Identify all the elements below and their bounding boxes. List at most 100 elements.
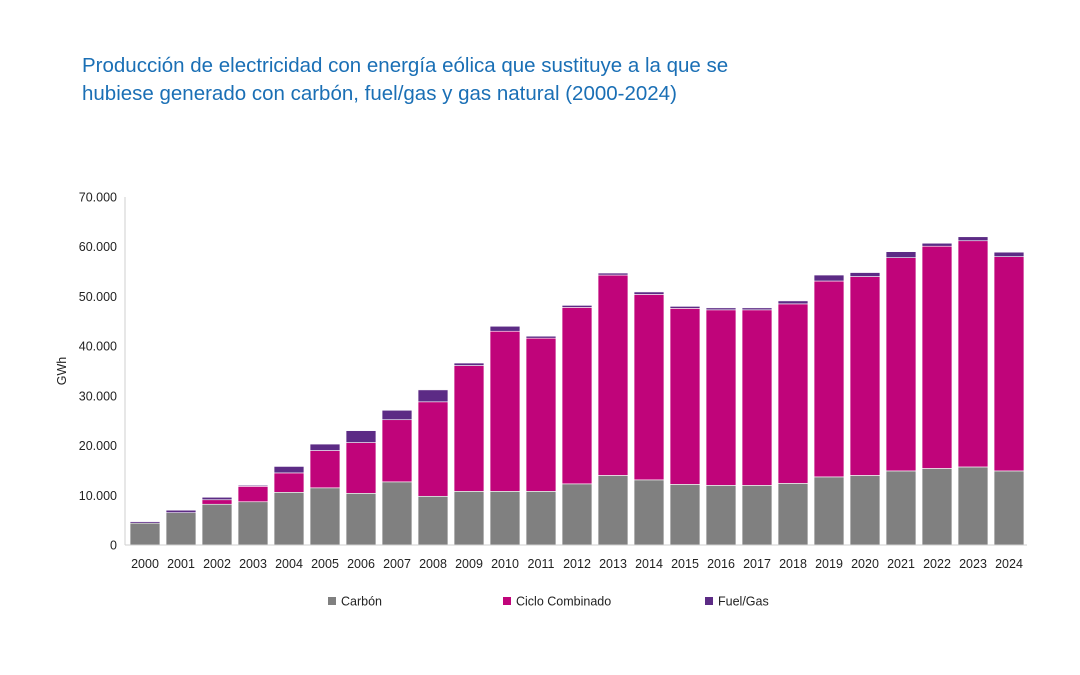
x-tick-label: 2012: [563, 557, 591, 571]
x-tick-label: 2019: [815, 557, 843, 571]
bar-2021-fuel-gas: [885, 251, 917, 258]
bar-2011-carb-n: [525, 491, 557, 546]
bar-2024-fuel-gas: [993, 251, 1025, 257]
y-tick-label: 10.000: [79, 489, 117, 503]
x-tick-label: 2009: [455, 557, 483, 571]
x-tick-label: 2005: [311, 557, 339, 571]
x-tick-label: 2003: [239, 557, 267, 571]
bar-2023-ciclo-combinado: [957, 240, 989, 468]
bar-2016-carb-n: [705, 485, 737, 546]
bar-2020-fuel-gas: [849, 272, 881, 277]
bar-2018-ciclo-combinado: [777, 303, 809, 484]
x-tick-label: 2011: [528, 557, 555, 571]
bar-2004-ciclo-combinado: [273, 472, 305, 493]
bar-2004-carb-n: [273, 491, 305, 546]
x-tick-label: 2023: [959, 557, 987, 571]
legend-label-fuel-gas: Fuel/Gas: [718, 595, 769, 609]
bar-2013-carb-n: [597, 475, 629, 546]
bar-2014-fuel-gas: [633, 291, 665, 295]
x-tick-label: 2007: [383, 557, 411, 571]
bar-2014-carb-n: [633, 479, 665, 546]
bar-2019-fuel-gas: [813, 274, 845, 282]
bar-2007-carb-n: [381, 481, 413, 546]
bar-2012-ciclo-combinado: [561, 307, 593, 485]
x-tick-label: 2013: [599, 557, 627, 571]
chart-title-line-1: Producción de electricidad con energía e…: [82, 54, 729, 77]
legend-label-carb-n: Carbón: [341, 595, 382, 609]
bar-2019-ciclo-combinado: [813, 280, 845, 478]
bar-2022-ciclo-combinado: [921, 245, 953, 469]
legend-swatch-ciclo-combinado: [503, 597, 511, 605]
legend: Carbón Ciclo Combinado Fuel/Gas: [328, 595, 769, 609]
bar-2002-fuel-gas: [201, 496, 233, 501]
bar-2016-fuel-gas: [705, 307, 737, 311]
x-tick-label: 2004: [275, 557, 303, 571]
bar-2000-fuel-gas: [129, 521, 161, 524]
bar-2005-fuel-gas: [309, 443, 341, 451]
bar-2002-carb-n: [201, 503, 233, 546]
bar-2015-carb-n: [669, 484, 701, 546]
bar-2013-ciclo-combinado: [597, 274, 629, 476]
bar-2010-fuel-gas: [489, 325, 521, 332]
bar-2018-carb-n: [777, 483, 809, 546]
x-tick-label: 2016: [707, 557, 735, 571]
bar-2005-carb-n: [309, 487, 341, 546]
y-tick-label: 40.000: [79, 340, 117, 354]
y-axis-label: GWh: [55, 357, 69, 386]
bar-2018-fuel-gas: [777, 300, 809, 305]
x-tick-label: 2000: [131, 557, 159, 571]
bar-2006-fuel-gas: [345, 430, 377, 443]
y-tick-label: 20.000: [79, 439, 117, 453]
bar-2011-fuel-gas: [525, 335, 557, 339]
bar-2009-carb-n: [453, 491, 485, 546]
bar-2007-ciclo-combinado: [381, 419, 413, 483]
bar-2017-ciclo-combinado: [741, 309, 773, 486]
bar-2022-carb-n: [921, 468, 953, 546]
bar-2005-ciclo-combinado: [309, 450, 341, 489]
bar-2006-ciclo-combinado: [345, 442, 377, 494]
bar-2008-carb-n: [417, 495, 449, 546]
bar-2003-carb-n: [237, 501, 269, 546]
bar-2021-ciclo-combinado: [885, 257, 917, 472]
x-tick-label: 2002: [203, 557, 231, 571]
bar-2011-ciclo-combinado: [525, 337, 557, 492]
x-tick-label: 2001: [167, 557, 195, 571]
y-tick-label: 70.000: [79, 191, 117, 205]
bar-2003-fuel-gas: [237, 485, 269, 487]
y-tick-label: 30.000: [79, 389, 117, 403]
bar-2001-fuel-gas: [165, 509, 197, 513]
x-tick-label: 2022: [923, 557, 951, 571]
bar-2014-ciclo-combinado: [633, 294, 665, 481]
bar-2020-carb-n: [849, 475, 881, 546]
y-axis-ticks: 0 10.000 20.000 30.000 40.000 50.000 60.000 70.…: [79, 191, 117, 553]
bar-2000-carb-n: [129, 522, 161, 546]
chart-title: Producción de electricidad con energía e…: [82, 52, 842, 108]
bar-2023-carb-n: [957, 466, 989, 546]
x-tick-label: 2015: [671, 557, 699, 571]
bar-2016-ciclo-combinado: [705, 309, 737, 486]
bar-2024-ciclo-combinado: [993, 256, 1025, 472]
bar-2015-fuel-gas: [669, 306, 701, 309]
bar-2023-fuel-gas: [957, 236, 989, 242]
bars-layer: [129, 236, 1025, 546]
bar-2013-fuel-gas: [597, 272, 629, 276]
bar-2001-carb-n: [165, 512, 197, 546]
bar-2022-fuel-gas: [921, 242, 953, 247]
x-tick-label: 2024: [995, 557, 1023, 571]
y-tick-label: 50.000: [79, 290, 117, 304]
legend-label-ciclo-combinado: Ciclo Combinado: [516, 595, 611, 609]
bar-2019-carb-n: [813, 476, 845, 546]
bar-2017-fuel-gas: [741, 307, 773, 311]
x-tick-label: 2020: [851, 557, 879, 571]
bar-2008-ciclo-combinado: [417, 401, 449, 497]
bar-2024-carb-n: [993, 470, 1025, 546]
bar-2020-ciclo-combinado: [849, 276, 881, 476]
bar-2012-carb-n: [561, 483, 593, 546]
bar-2008-fuel-gas: [417, 389, 449, 403]
chart-title-line-2: hubiese generado con carbón, fuel/gas y …: [82, 82, 677, 105]
bar-2010-ciclo-combinado: [489, 330, 521, 492]
bar-2002-ciclo-combinado: [201, 499, 233, 505]
y-tick-label: 60.000: [79, 240, 117, 254]
bar-2009-fuel-gas: [453, 362, 485, 366]
